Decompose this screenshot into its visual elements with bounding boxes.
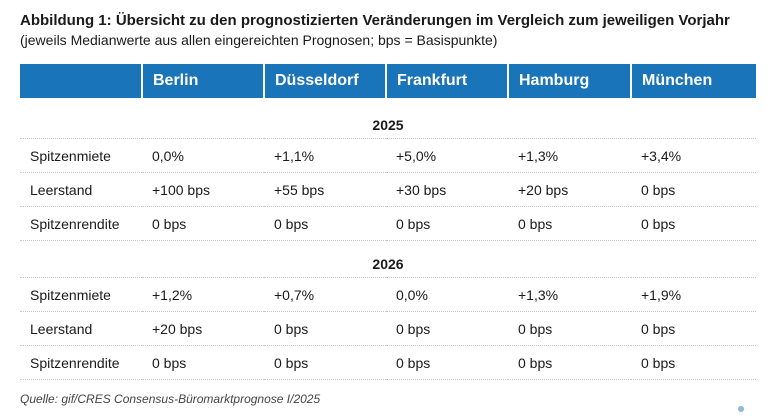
table-cell: 0 bps [508,206,631,241]
table-cell: +1,3% [508,277,631,312]
year-row-2025: 2025 [20,112,756,139]
table-cell: +1,2% [142,277,264,312]
table-cell: +0,7% [264,277,386,312]
table-cell: 0 bps [142,206,264,241]
table-row: Spitzenmiete +1,2% +0,7% 0,0% +1,3% +1,9… [20,277,756,312]
row-label: Spitzenrendite [20,206,142,241]
source-note: Quelle: gif/CRES Consensus-Büromarktprog… [20,392,321,406]
table-cell: 0 bps [386,206,508,241]
row-label: Leerstand [20,172,142,207]
table-cell: +3,4% [631,138,756,173]
row-label: Spitzenrendite [20,345,142,380]
table-cell: +20 bps [508,172,631,207]
table-header-row: Berlin Düsseldorf Frankfurt Hamburg Münc… [20,64,756,98]
figure-title: Abbildung 1: Übersicht zu den prognostiz… [20,12,730,29]
table-cell: 0 bps [631,206,756,241]
table-row: Leerstand +100 bps +55 bps +30 bps +20 b… [20,172,756,207]
header-cell-berlin: Berlin [142,64,265,98]
header-cell-empty [20,64,143,98]
scroll-indicator[interactable] [738,406,744,412]
table-cell: 0 bps [508,345,631,380]
year-row-2026: 2026 [20,251,756,278]
table-cell: 0 bps [264,206,386,241]
table-cell: 0 bps [631,345,756,380]
table-cell: 0 bps [631,311,756,346]
year-label: 2025 [20,112,756,139]
table-cell: 0 bps [386,311,508,346]
table-cell: 0 bps [264,345,386,380]
row-label: Spitzenmiete [20,277,142,312]
table-cell: +30 bps [386,172,508,207]
spacer-row [20,241,756,252]
table-row: Spitzenrendite 0 bps 0 bps 0 bps 0 bps 0… [20,345,756,380]
row-label: Spitzenmiete [20,138,142,173]
table-cell: 0 bps [508,311,631,346]
table-cell: 0 bps [631,172,756,207]
table-cell: 0,0% [386,277,508,312]
table-cell: +1,1% [264,138,386,173]
table-cell: +1,9% [631,277,756,312]
header-cell-hamburg: Hamburg [508,64,632,98]
forecast-table-container: Berlin Düsseldorf Frankfurt Hamburg Münc… [20,64,756,380]
spacer-row [20,98,756,112]
year-label: 2026 [20,251,756,278]
forecast-table: Berlin Düsseldorf Frankfurt Hamburg Münc… [20,64,756,380]
table-cell: +100 bps [142,172,264,207]
header-cell-frankfurt: Frankfurt [386,64,509,98]
table-cell: 0 bps [386,345,508,380]
table-cell: +1,3% [508,138,631,173]
header-cell-duesseldorf: Düsseldorf [264,64,387,98]
row-label: Leerstand [20,311,142,346]
table-cell: 0 bps [264,311,386,346]
table-row: Leerstand +20 bps 0 bps 0 bps 0 bps 0 bp… [20,311,756,346]
table-cell: +55 bps [264,172,386,207]
table-row: Spitzenrendite 0 bps 0 bps 0 bps 0 bps 0… [20,206,756,241]
table-cell: +5,0% [386,138,508,173]
table-cell: 0,0% [142,138,264,173]
table-row: Spitzenmiete 0,0% +1,1% +5,0% +1,3% +3,4… [20,138,756,173]
header-cell-muenchen: München [631,64,756,98]
table-cell: 0 bps [142,345,264,380]
figure-subtitle: (jeweils Medianwerte aus allen eingereic… [20,32,498,48]
table-cell: +20 bps [142,311,264,346]
